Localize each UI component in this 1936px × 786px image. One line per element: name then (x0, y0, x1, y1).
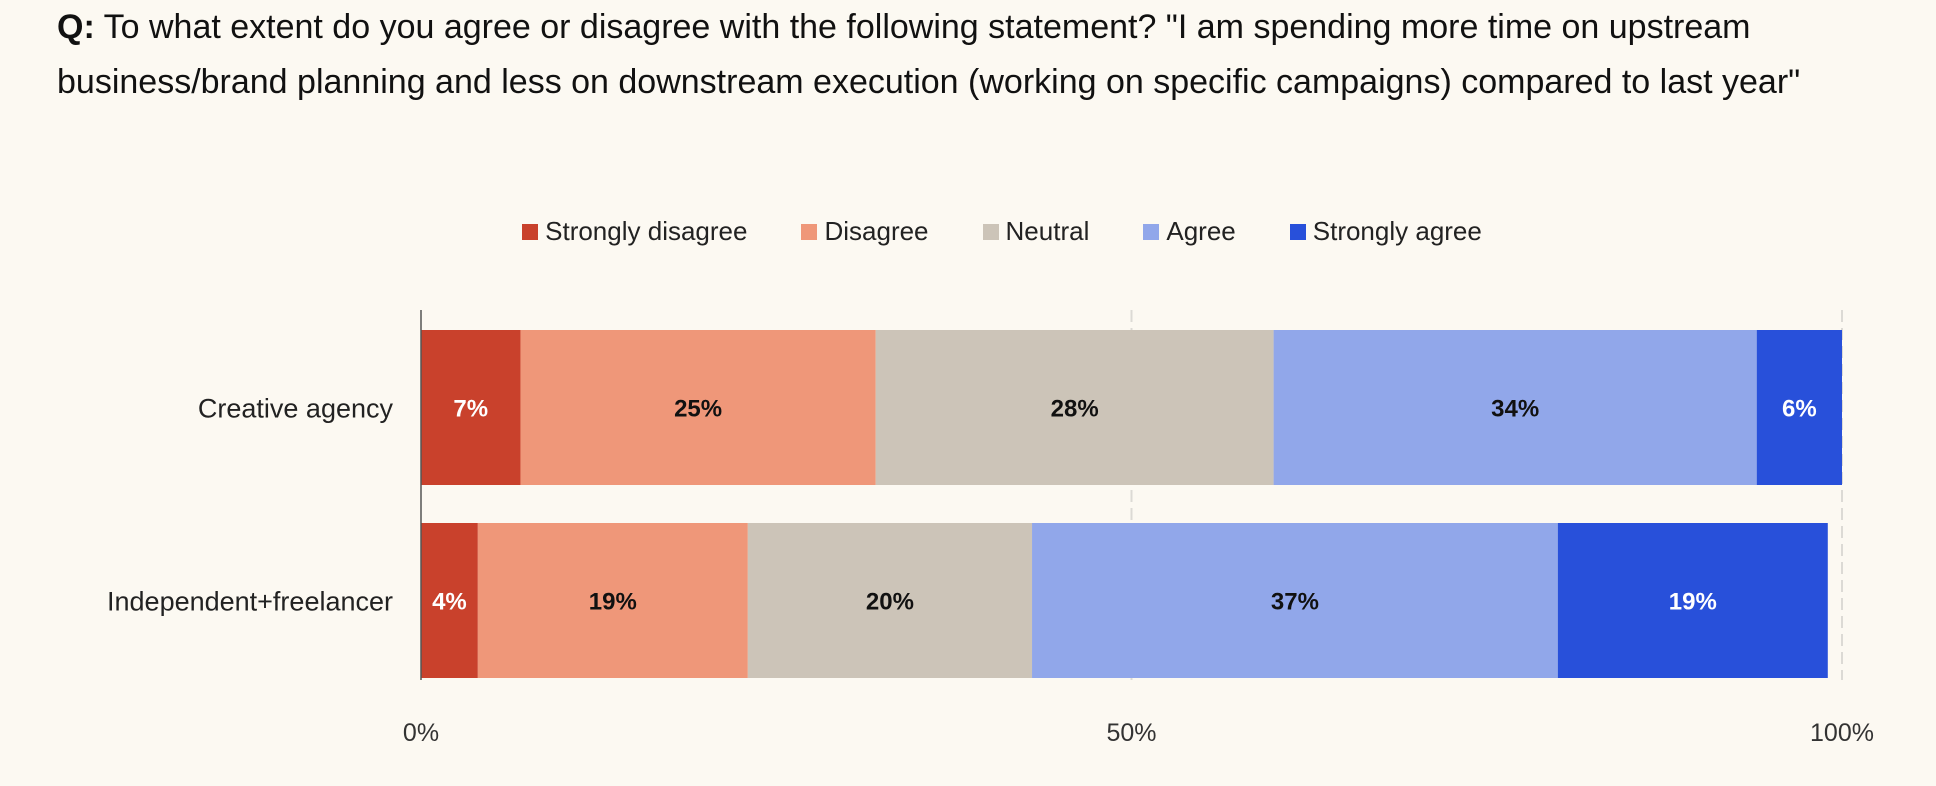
legend-swatch (522, 223, 539, 240)
data-label: 4% (432, 589, 467, 616)
question-text: Q: To what extent do you agree or disagr… (57, 0, 1817, 110)
legend: Strongly disagree Disagree Neutral Agree Str… (0, 216, 1936, 247)
legend-swatch (1143, 223, 1160, 240)
legend-label: Strongly disagree (545, 216, 748, 246)
bar-segment (1273, 330, 1757, 485)
question-body: To what extent do you agree or disagree … (57, 8, 1801, 101)
data-label: 28% (1051, 396, 1099, 423)
data-label: 6% (1782, 396, 1817, 423)
question-prefix: Q: (57, 8, 95, 46)
bar-segment (421, 523, 478, 678)
legend-item: Neutral (982, 216, 1090, 247)
x-tick-label: 50% (1106, 719, 1156, 747)
data-label: 34% (1491, 396, 1539, 423)
bar-segment (421, 330, 521, 485)
legend-swatch (1289, 223, 1306, 240)
data-label: 7% (453, 396, 488, 423)
legend-item: Strongly disagree (522, 216, 747, 247)
data-label: 25% (674, 396, 722, 423)
legend-label: Agree (1166, 216, 1236, 246)
bar-segment (520, 330, 876, 485)
legend-item: Agree (1143, 216, 1236, 247)
x-tick-label: 100% (1810, 719, 1874, 747)
data-label: 20% (866, 589, 914, 616)
legend-item: Strongly agree (1289, 216, 1482, 247)
legend-label: Strongly agree (1312, 216, 1482, 246)
legend-swatch (801, 223, 818, 240)
x-tick-label: 0% (403, 719, 439, 747)
bar-segment (875, 330, 1274, 485)
data-label: 19% (589, 589, 637, 616)
data-label: 19% (1669, 589, 1717, 616)
bar-segment (1032, 523, 1558, 678)
category-label: Independent+freelancer (107, 587, 393, 617)
bar-segment (747, 523, 1033, 678)
data-label: 37% (1271, 589, 1319, 616)
bar-segment (477, 523, 748, 678)
legend-swatch (982, 223, 999, 240)
legend-item: Disagree (801, 216, 929, 247)
legend-label: Disagree (824, 216, 929, 246)
legend-label: Neutral (1005, 216, 1090, 246)
bar-segment (1557, 523, 1828, 678)
bar-segment (1756, 330, 1842, 485)
category-label: Creative agency (198, 394, 394, 424)
